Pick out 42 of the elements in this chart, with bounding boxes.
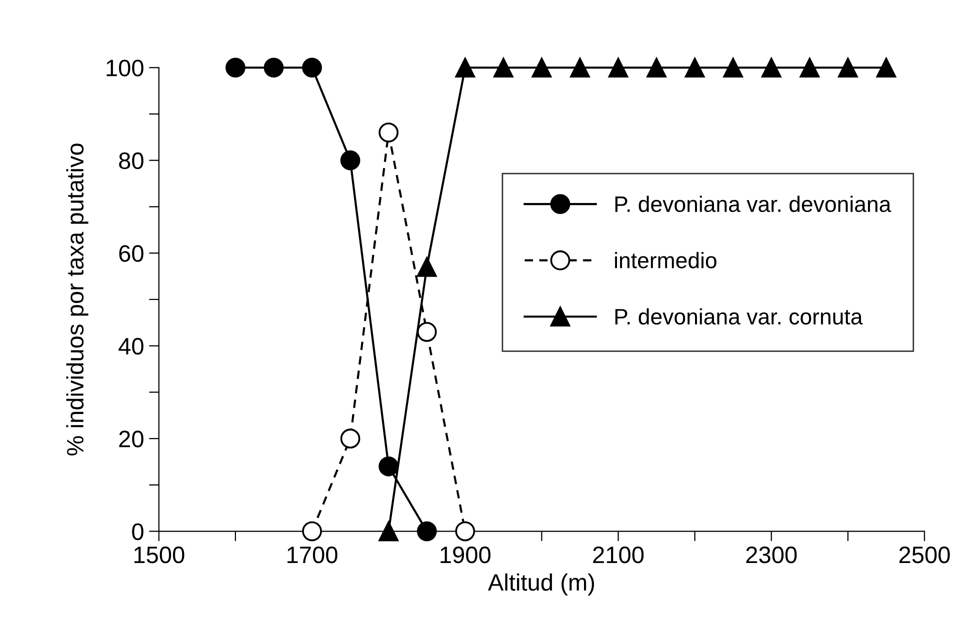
x-tick-label: 2300 bbox=[746, 546, 797, 564]
point bbox=[876, 58, 896, 78]
point bbox=[646, 58, 666, 78]
x-tick-label: 1700 bbox=[288, 546, 338, 564]
y-tick-label: 0 bbox=[132, 523, 144, 540]
point bbox=[264, 58, 284, 78]
y-tick-label: 80 bbox=[119, 152, 144, 170]
y-tick-label: 20 bbox=[119, 430, 144, 448]
point bbox=[684, 58, 705, 78]
x-tick-label: 1900 bbox=[440, 546, 490, 564]
point bbox=[493, 58, 514, 78]
y-axis-title: % individuos por taxa putativo bbox=[66, 144, 88, 456]
point bbox=[800, 58, 820, 78]
point bbox=[378, 521, 399, 542]
y-tick-label: 60 bbox=[119, 245, 144, 262]
y-tick-label: 40 bbox=[118, 338, 144, 355]
x-tick-label: 2100 bbox=[593, 546, 644, 564]
legend-label: intermedio bbox=[615, 252, 716, 268]
point bbox=[378, 456, 399, 476]
point bbox=[226, 58, 246, 78]
point bbox=[302, 58, 322, 78]
point bbox=[378, 122, 399, 142]
point bbox=[608, 58, 628, 78]
y-tick-label: 100 bbox=[106, 60, 144, 76]
x-axis-title: Altitud (m) bbox=[488, 573, 594, 596]
point bbox=[340, 428, 360, 448]
point bbox=[723, 58, 744, 78]
legend-label: P. devoniana var. devoniana bbox=[615, 196, 892, 212]
point bbox=[416, 257, 437, 277]
point bbox=[761, 58, 782, 78]
point bbox=[570, 58, 590, 78]
point bbox=[838, 58, 858, 78]
point bbox=[340, 150, 360, 170]
x-tick-label: 2500 bbox=[899, 546, 950, 564]
point bbox=[455, 521, 476, 542]
x-tick-label: 1500 bbox=[134, 546, 184, 564]
point bbox=[416, 521, 437, 542]
point bbox=[532, 58, 552, 78]
point bbox=[416, 322, 437, 342]
point bbox=[302, 521, 322, 542]
legend-label: P. devoniana var. cornuta bbox=[615, 308, 863, 325]
point bbox=[455, 58, 476, 78]
